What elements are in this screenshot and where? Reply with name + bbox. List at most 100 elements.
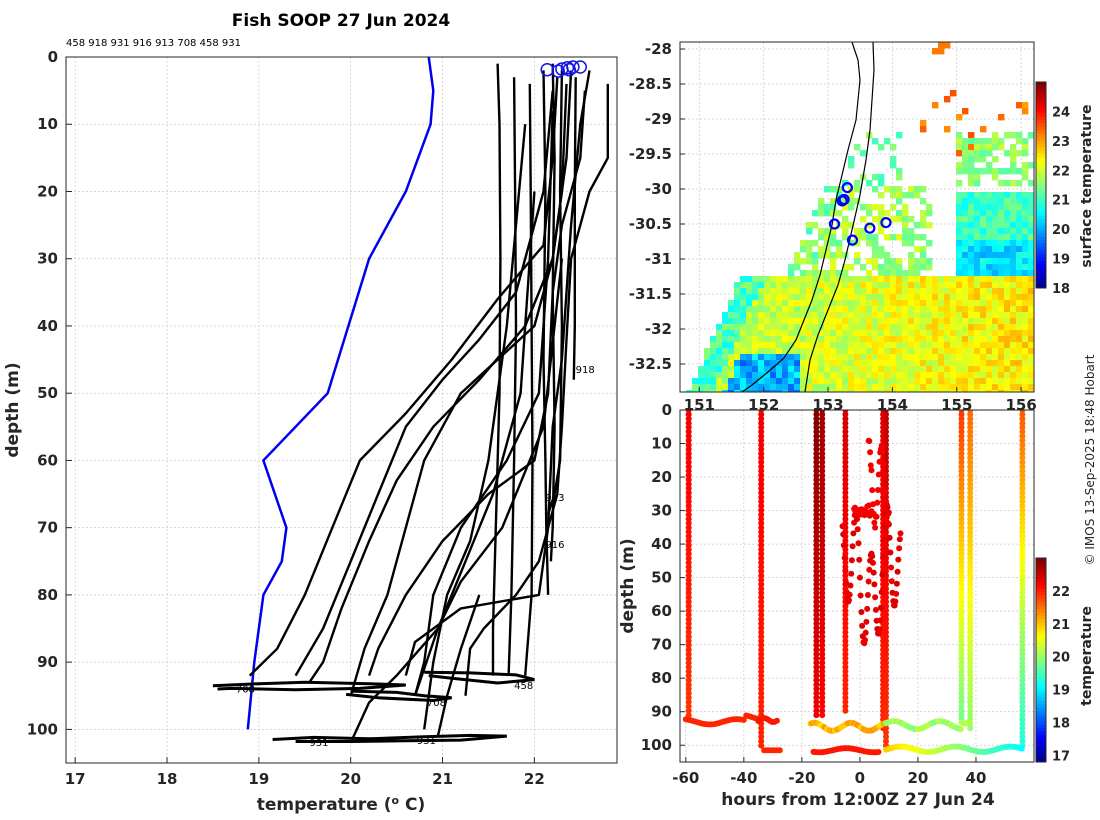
time-depth-point	[883, 454, 889, 461]
sst-cell	[938, 372, 945, 379]
time-depth-point	[758, 446, 765, 453]
sst-cell	[926, 210, 933, 217]
time-depth-colorbar-band	[1036, 595, 1046, 600]
sst-cell	[830, 228, 837, 235]
time-depth-point	[967, 463, 974, 470]
sst-cell	[998, 192, 1005, 199]
sst-cell	[980, 138, 987, 145]
sst-cell	[812, 270, 819, 277]
sst-cell	[938, 378, 945, 385]
sst-cell	[812, 282, 819, 289]
time-depth-point	[819, 481, 826, 488]
sst-cell	[740, 336, 747, 343]
sst-cell	[974, 330, 981, 337]
sst-cell	[794, 294, 801, 301]
time-depth-point	[758, 420, 765, 427]
sst-cell	[884, 378, 891, 385]
sst-cell	[944, 354, 951, 361]
time-depth-point	[1019, 446, 1026, 453]
sst-cell	[752, 300, 759, 307]
time-depth-point	[967, 437, 974, 444]
sst-cell	[944, 294, 951, 301]
sst-cell	[848, 318, 855, 325]
time-depth-colorbar-band	[1036, 758, 1046, 763]
sst-cell	[992, 228, 999, 235]
time-depth-point	[1019, 542, 1026, 549]
sst-cell	[974, 372, 981, 379]
sst-cell	[1004, 180, 1011, 187]
sst-cell	[722, 366, 729, 373]
sst-cell	[704, 384, 711, 391]
sst-cell	[1022, 348, 1029, 355]
sst-cell	[848, 366, 855, 373]
sst-cell	[824, 228, 831, 235]
time-depth-point	[758, 559, 765, 566]
time-depth-colorbar-band	[1036, 578, 1046, 583]
time-depth-point	[819, 598, 826, 605]
time-depth-point	[842, 489, 849, 496]
profile-line-6	[546, 70, 564, 515]
time-depth-point	[819, 507, 826, 514]
sst-cell	[920, 318, 927, 325]
sst-cell	[932, 372, 939, 379]
sst-cell	[1022, 102, 1029, 109]
time-depth-point	[883, 668, 889, 675]
sst-cell	[860, 228, 867, 235]
sst-cell	[752, 354, 759, 361]
time-depth-point	[883, 642, 889, 649]
sst-cell	[896, 378, 903, 385]
sst-cell	[764, 354, 771, 361]
time-depth-point	[813, 624, 820, 631]
time-depth-point	[685, 481, 692, 488]
sst-cell	[968, 168, 975, 175]
map-colorbar-band	[1036, 150, 1046, 155]
sst-cell	[956, 180, 963, 187]
sst-cell	[776, 312, 783, 319]
time-depth-point	[813, 555, 820, 562]
time-depth-point	[966, 719, 973, 726]
sst-cell	[908, 372, 915, 379]
time-depth-point	[967, 563, 974, 570]
sst-cell	[1022, 288, 1029, 295]
sst-cell	[854, 336, 861, 343]
time-depth-point	[883, 638, 889, 644]
sst-cell	[962, 270, 969, 277]
sst-cell	[890, 234, 897, 241]
time-depth-point	[958, 633, 965, 640]
time-depth-point	[842, 620, 849, 627]
time-depth-point	[1019, 707, 1026, 714]
time-depth-point	[967, 454, 974, 461]
time-depth-point	[819, 502, 826, 509]
sst-cell	[770, 318, 777, 325]
map-colorbar-band	[1036, 174, 1046, 179]
time-depth-point	[958, 437, 965, 444]
sst-cell	[962, 222, 969, 229]
sst-cell	[962, 324, 969, 331]
time-depth-point	[967, 472, 974, 479]
time-depth-point	[758, 629, 765, 636]
time-depth-point	[883, 481, 889, 488]
sst-cell	[926, 276, 933, 283]
time-depth-point	[895, 556, 902, 563]
time-depth-point	[869, 553, 876, 560]
time-depth-point	[957, 726, 964, 733]
sst-cell	[842, 372, 849, 379]
sst-cell	[992, 282, 999, 289]
profile-y-tick-50: 50	[37, 384, 58, 402]
time-depth-point	[1019, 524, 1026, 531]
sst-cell	[1022, 216, 1029, 223]
sst-cell	[818, 198, 825, 205]
time-depth-point	[842, 481, 849, 488]
sst-cell	[884, 360, 891, 367]
sst-cell	[866, 348, 873, 355]
sst-cell	[782, 366, 789, 373]
sst-cell	[950, 312, 957, 319]
sst-cell	[908, 366, 915, 373]
sst-cell	[1010, 144, 1017, 151]
time-depth-point	[813, 611, 820, 618]
time-depth-point	[958, 585, 965, 592]
sst-cell	[722, 324, 729, 331]
time-depth-point	[865, 502, 872, 509]
sst-cell	[1010, 270, 1017, 277]
sst-cell	[884, 372, 891, 379]
